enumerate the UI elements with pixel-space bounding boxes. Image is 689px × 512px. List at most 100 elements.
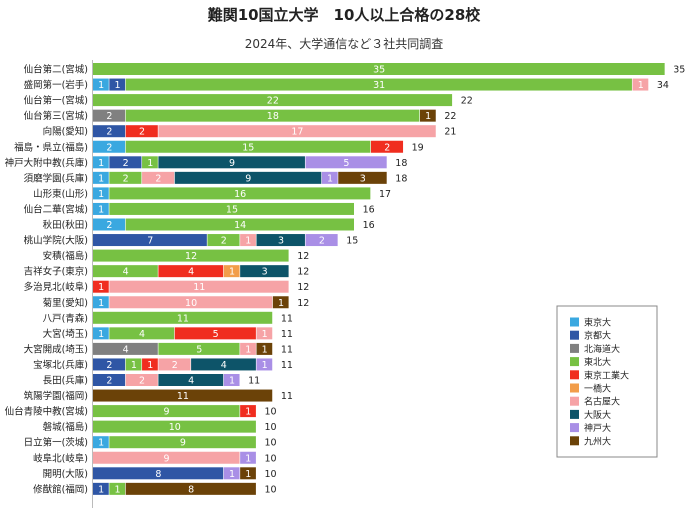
segment-value-label: 1 <box>245 236 251 247</box>
bar-segment <box>240 234 256 247</box>
row-total-label: 11 <box>281 313 293 324</box>
row-total-label: 11 <box>281 329 293 340</box>
bar-segment <box>93 482 109 495</box>
row-total-label: 22 <box>461 96 473 107</box>
bar-segment <box>93 296 109 309</box>
bar-segment <box>158 342 240 355</box>
chart-title: 難関10国立大学 10人以上合格の28校 <box>208 6 482 24</box>
segment-value-label: 5 <box>213 329 219 340</box>
category-label: 仙台第二(宮城) <box>24 64 88 76</box>
legend-label: 名古屋大 <box>584 396 620 408</box>
bar-segment <box>93 140 126 153</box>
category-label: 八戸(青森) <box>43 312 88 324</box>
bar-row: 桃山学院(大阪) 7 2 1 3 2 15 <box>24 234 358 247</box>
bar-row: 磐城(福島) 10 10 <box>43 420 277 433</box>
segment-value-label: 3 <box>278 236 284 247</box>
segment-value-label: 2 <box>172 360 178 371</box>
row-total-label: 15 <box>346 236 358 247</box>
legend-swatch <box>570 396 579 406</box>
bar-segment <box>125 78 632 91</box>
segment-value-label: 1 <box>229 469 235 480</box>
bar-segment <box>93 78 109 91</box>
segment-value-label: 3 <box>360 173 366 184</box>
bar-segment <box>142 156 158 169</box>
segment-value-label: 16 <box>234 189 246 200</box>
segment-value-label: 1 <box>98 329 104 340</box>
bar-segment <box>93 187 109 200</box>
category-label: 桃山学院(大阪) <box>24 235 88 247</box>
bar-row: 仙台青陵中教(宮城) 9 1 10 <box>5 405 277 418</box>
segment-value-label: 10 <box>169 422 181 433</box>
category-label: 大宮(埼玉) <box>43 328 88 340</box>
legend-item: 一橋大 <box>570 383 611 395</box>
bar-segment <box>142 171 175 184</box>
legend-label: 北海道大 <box>584 343 620 355</box>
bar-row: 吉祥女子(東京) 4 4 1 3 12 <box>24 265 309 278</box>
category-label: 吉祥女子(東京) <box>24 266 88 278</box>
row-total-label: 10 <box>265 453 277 464</box>
segment-value-label: 2 <box>106 376 112 387</box>
bar-segment <box>142 358 158 371</box>
legend-item: 東京大 <box>570 317 611 329</box>
segment-value-label: 2 <box>139 376 145 387</box>
legend-swatch <box>570 343 579 353</box>
bar-segment <box>93 342 158 355</box>
segment-value-label: 12 <box>185 251 197 262</box>
segment-value-label: 1 <box>98 204 104 215</box>
segment-value-label: 8 <box>155 469 161 480</box>
segment-value-label: 8 <box>188 484 194 495</box>
category-label: 須磨学園(兵庫) <box>24 172 88 184</box>
bar-segment <box>321 171 338 184</box>
segment-value-label: 4 <box>123 267 129 278</box>
bar-row: 向陽(愛知) 2 2 17 21 <box>43 125 456 138</box>
legend-swatch <box>570 317 579 327</box>
row-total-label: 10 <box>265 422 277 433</box>
legend-item: 神戸大 <box>570 422 611 434</box>
segment-value-label: 4 <box>139 329 145 340</box>
row-total-label: 34 <box>657 80 669 91</box>
bar-segment <box>125 482 256 495</box>
bar-row: 仙台第三(宮城) 2 18 1 22 <box>24 109 456 122</box>
bar-row: 福島・県立(福島) 2 15 2 19 <box>14 140 424 153</box>
bar-row: 安積(福島) 12 12 <box>43 249 309 262</box>
category-label: 盛岡第一(岩手) <box>24 79 88 91</box>
bar-segment <box>93 249 289 262</box>
segment-value-label: 11 <box>177 391 189 402</box>
segment-value-label: 1 <box>98 173 104 184</box>
segment-value-label: 2 <box>106 127 112 138</box>
row-total-label: 11 <box>248 376 260 387</box>
segment-value-label: 1 <box>98 80 104 91</box>
bar-segment <box>174 171 322 184</box>
bar-row: 盛岡第一(岩手) 1 1 31 1 34 <box>24 78 669 91</box>
bar-segment <box>256 342 273 355</box>
legend-swatch <box>570 423 579 433</box>
bar-segment <box>93 265 158 278</box>
bar-segment <box>125 358 142 371</box>
segment-value-label: 2 <box>106 360 112 371</box>
row-total-label: 10 <box>265 407 277 418</box>
bar-segment <box>93 63 665 75</box>
category-label: 山形東(山形) <box>33 188 88 200</box>
segment-value-label: 4 <box>188 376 194 387</box>
bar-row: 岐阜北(岐阜) 9 1 10 <box>33 451 277 464</box>
segment-value-label: 1 <box>98 438 104 449</box>
bar-segment <box>240 451 256 464</box>
bar-row: 仙台第一(宮城) 22 22 <box>24 94 473 107</box>
bar-row: 長田(兵庫) 2 2 4 1 11 <box>43 374 260 387</box>
bar-segment <box>338 171 387 184</box>
segment-value-label: 4 <box>123 344 129 355</box>
bar-row: 須磨学園(兵庫) 1 2 2 9 1 3 18 <box>24 171 407 184</box>
segment-value-label: 2 <box>139 127 145 138</box>
bar-segment <box>109 202 354 215</box>
segment-value-label: 1 <box>115 80 121 91</box>
row-total-label: 12 <box>297 267 309 278</box>
bar-segment <box>158 156 305 169</box>
segment-value-label: 1 <box>98 189 104 200</box>
bar-segment <box>158 125 436 138</box>
segment-value-label: 1 <box>262 360 268 371</box>
segment-value-label: 2 <box>106 142 112 153</box>
